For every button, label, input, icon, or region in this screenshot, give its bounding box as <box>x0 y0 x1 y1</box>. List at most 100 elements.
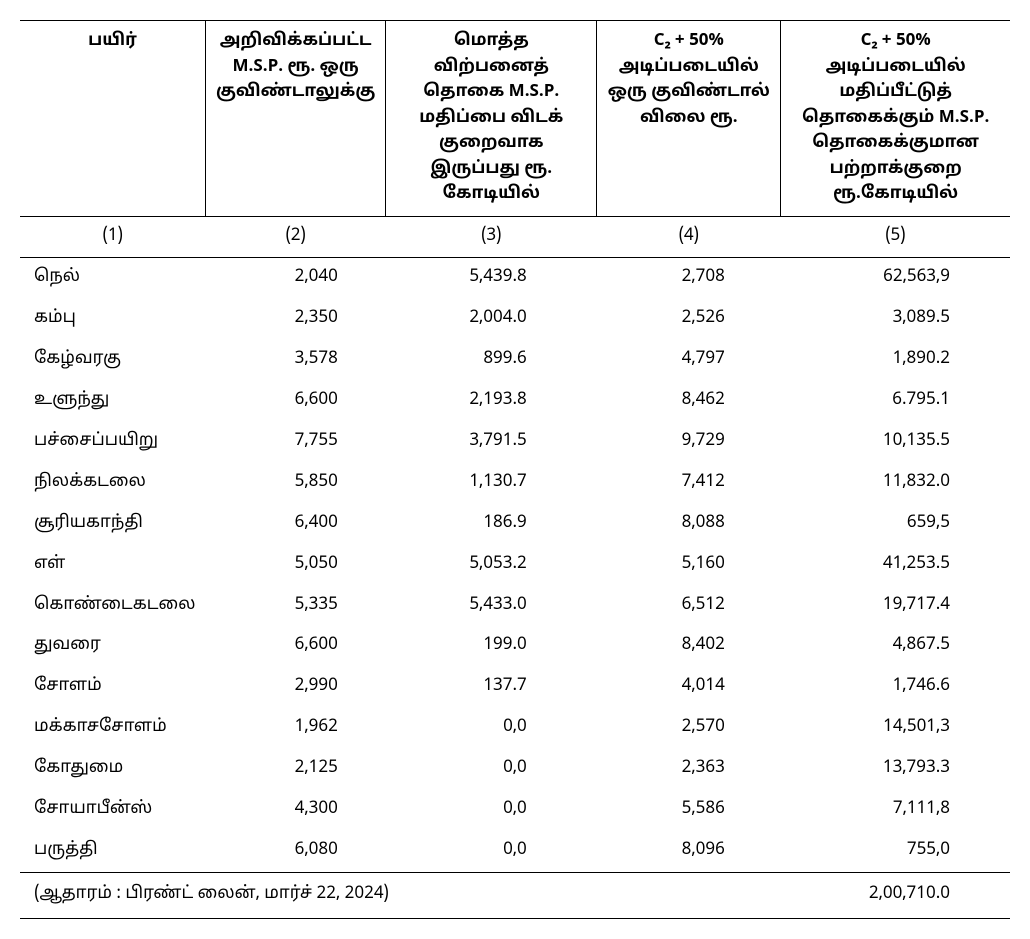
cell-c2-price: 4,014 <box>597 667 781 708</box>
cell-shortfall-msp: 899.6 <box>386 340 597 381</box>
cell-msp: 2,125 <box>205 749 385 790</box>
cell-shortfall-c2: 13,793.3 <box>781 749 1010 790</box>
cell-crop: உளுந்து <box>20 381 205 422</box>
cell-c2-price: 9,729 <box>597 422 781 463</box>
cell-shortfall-msp: 2,004.0 <box>386 299 597 340</box>
cell-shortfall-c2: 755,0 <box>781 831 1010 872</box>
cell-crop: சோளம் <box>20 667 205 708</box>
msp-table: பயிர் அறிவிக்கப்பட்ட M.S.P. ரூ. ஒரு குவி… <box>20 20 1010 919</box>
cell-shortfall-c2: 1,746.6 <box>781 667 1010 708</box>
cell-c2-price: 6,512 <box>597 586 781 627</box>
header-shortfall-c2: C₂ + 50% அடிப்படையில் மதிப்பீட்டுத் தொகை… <box>781 21 1010 217</box>
cell-shortfall-msp: 0,0 <box>386 831 597 872</box>
table-row: எள்5,0505,053.25,16041,253.5 <box>20 545 1010 586</box>
cell-c2-price: 2,526 <box>597 299 781 340</box>
cell-msp: 6,400 <box>205 504 385 545</box>
cell-msp: 2,350 <box>205 299 385 340</box>
cell-crop: கம்பு <box>20 299 205 340</box>
cell-crop: கேழ்வரகு <box>20 340 205 381</box>
cell-shortfall-c2: 3,089.5 <box>781 299 1010 340</box>
cell-crop: கொண்டைகடலை <box>20 586 205 627</box>
table-row: நெல்2,0405,439.82,70862,563,9 <box>20 258 1010 299</box>
cell-crop: நிலக்கடலை <box>20 463 205 504</box>
cell-shortfall-msp: 5,439.8 <box>386 258 597 299</box>
cell-c2-price: 2,708 <box>597 258 781 299</box>
cell-c2-price: 2,363 <box>597 749 781 790</box>
header-crop: பயிர் <box>20 21 205 217</box>
cell-c2-price: 5,160 <box>597 545 781 586</box>
cell-shortfall-msp: 5,433.0 <box>386 586 597 627</box>
cell-shortfall-msp: 199.0 <box>386 626 597 667</box>
colnum-1: (1) <box>20 216 205 258</box>
cell-msp: 7,755 <box>205 422 385 463</box>
table-row: சோயாபீன்ஸ்4,3000,05,5867,111,8 <box>20 790 1010 831</box>
cell-msp: 2,990 <box>205 667 385 708</box>
cell-shortfall-msp: 0,0 <box>386 708 597 749</box>
table-row: மக்காசசோளம்1,9620,02,57014,501,3 <box>20 708 1010 749</box>
cell-crop: பருத்தி <box>20 831 205 872</box>
cell-msp: 3,578 <box>205 340 385 381</box>
table-row: நிலக்கடலை5,8501,130.77,41211,832.0 <box>20 463 1010 504</box>
cell-shortfall-msp: 137.7 <box>386 667 597 708</box>
cell-msp: 6,600 <box>205 381 385 422</box>
column-number-row: (1) (2) (3) (4) (5) <box>20 216 1010 258</box>
cell-c2-price: 8,088 <box>597 504 781 545</box>
cell-shortfall-msp: 5,053.2 <box>386 545 597 586</box>
cell-msp: 5,335 <box>205 586 385 627</box>
total-cell: 2,00,710.0 <box>781 872 1010 918</box>
cell-crop: கோதுமை <box>20 749 205 790</box>
header-msp: அறிவிக்கப்பட்ட M.S.P. ரூ. ஒரு குவிண்டாலு… <box>205 21 385 217</box>
cell-shortfall-c2: 6.795.1 <box>781 381 1010 422</box>
table-row: உளுந்து6,6002,193.88,4626.795.1 <box>20 381 1010 422</box>
cell-msp: 5,850 <box>205 463 385 504</box>
cell-msp: 5,050 <box>205 545 385 586</box>
cell-crop: நெல் <box>20 258 205 299</box>
cell-c2-price: 7,412 <box>597 463 781 504</box>
cell-shortfall-c2: 41,253.5 <box>781 545 1010 586</box>
cell-c2-price: 8,096 <box>597 831 781 872</box>
table-row: துவரை6,600199.08,4024,867.5 <box>20 626 1010 667</box>
cell-shortfall-c2: 7,111,8 <box>781 790 1010 831</box>
cell-c2-price: 8,462 <box>597 381 781 422</box>
cell-shortfall-c2: 659,5 <box>781 504 1010 545</box>
cell-shortfall-msp: 186.9 <box>386 504 597 545</box>
cell-shortfall-c2: 62,563,9 <box>781 258 1010 299</box>
table-row: சோளம்2,990137.74,0141,746.6 <box>20 667 1010 708</box>
total-row: (ஆதாரம் : பிரண்ட் லைன், மார்ச் 22, 2024)… <box>20 872 1010 918</box>
cell-shortfall-c2: 14,501,3 <box>781 708 1010 749</box>
header-c2-price: C₂ + 50% அடிப்படையில் ஒரு குவிண்டால் வில… <box>597 21 781 217</box>
cell-c2-price: 8,402 <box>597 626 781 667</box>
header-row: பயிர் அறிவிக்கப்பட்ட M.S.P. ரூ. ஒரு குவி… <box>20 21 1010 217</box>
cell-msp: 1,962 <box>205 708 385 749</box>
table-row: கேழ்வரகு3,578899.64,7971,890.2 <box>20 340 1010 381</box>
cell-c2-price: 5,586 <box>597 790 781 831</box>
cell-shortfall-msp: 2,193.8 <box>386 381 597 422</box>
cell-shortfall-c2: 11,832.0 <box>781 463 1010 504</box>
cell-crop: எள் <box>20 545 205 586</box>
cell-crop: பச்சைப்பயிறு <box>20 422 205 463</box>
cell-shortfall-msp: 0,0 <box>386 749 597 790</box>
colnum-4: (4) <box>597 216 781 258</box>
cell-shortfall-msp: 0,0 <box>386 790 597 831</box>
header-shortfall-msp: மொத்த விற்பனைத் தொகை M.S.P. மதிப்பை விடக… <box>386 21 597 217</box>
cell-shortfall-c2: 1,890.2 <box>781 340 1010 381</box>
cell-crop: சோயாபீன்ஸ் <box>20 790 205 831</box>
colnum-2: (2) <box>205 216 385 258</box>
cell-c2-price: 2,570 <box>597 708 781 749</box>
table-row: பருத்தி6,0800,08,096755,0 <box>20 831 1010 872</box>
cell-msp: 4,300 <box>205 790 385 831</box>
table-row: கொண்டைகடலை5,3355,433.06,51219,717.4 <box>20 586 1010 627</box>
table-row: பச்சைப்பயிறு7,7553,791.59,72910,135.5 <box>20 422 1010 463</box>
cell-msp: 6,080 <box>205 831 385 872</box>
cell-shortfall-msp: 1,130.7 <box>386 463 597 504</box>
source-cell: (ஆதாரம் : பிரண்ட் லைன், மார்ச் 22, 2024) <box>20 872 781 918</box>
cell-crop: மக்காசசோளம் <box>20 708 205 749</box>
cell-crop: துவரை <box>20 626 205 667</box>
cell-crop: சூரியகாந்தி <box>20 504 205 545</box>
colnum-5: (5) <box>781 216 1010 258</box>
cell-c2-price: 4,797 <box>597 340 781 381</box>
table-row: கம்பு2,3502,004.02,5263,089.5 <box>20 299 1010 340</box>
colnum-3: (3) <box>386 216 597 258</box>
table-row: சூரியகாந்தி6,400186.98,088659,5 <box>20 504 1010 545</box>
cell-shortfall-c2: 4,867.5 <box>781 626 1010 667</box>
